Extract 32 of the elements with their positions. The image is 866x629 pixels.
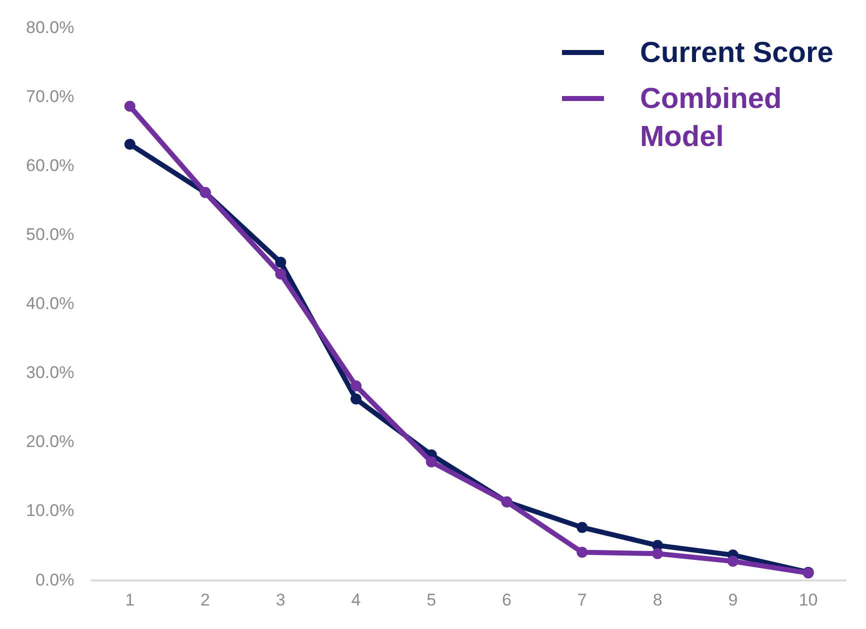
y-tick-label: 60.0% bbox=[26, 156, 74, 175]
x-tick-label: 4 bbox=[351, 590, 361, 610]
x-tick-label: 10 bbox=[798, 590, 818, 610]
point bbox=[652, 548, 664, 560]
point bbox=[576, 522, 588, 533]
point bbox=[275, 268, 286, 280]
point bbox=[727, 556, 738, 567]
x-tick-label: 9 bbox=[728, 590, 738, 610]
point bbox=[124, 138, 136, 150]
y-tick-label: 70.0% bbox=[26, 86, 74, 106]
x-tick-label: 6 bbox=[502, 590, 512, 610]
y-tick-label: 20.0% bbox=[26, 432, 74, 452]
y-tick-label: 40.0% bbox=[26, 294, 74, 314]
x-tick-label: 8 bbox=[652, 590, 662, 610]
point bbox=[426, 456, 437, 468]
y-tick-label: 0.0% bbox=[35, 570, 74, 590]
y-tick-label: 50.0% bbox=[26, 225, 74, 244]
x-tick-label: 5 bbox=[426, 590, 436, 610]
x-tick-label: 1 bbox=[125, 590, 135, 610]
point bbox=[350, 394, 362, 404]
legend-label: Combined Model bbox=[640, 82, 783, 155]
point bbox=[350, 380, 362, 392]
y-tick-label: 10.0% bbox=[26, 501, 74, 520]
x-tick-label: 2 bbox=[200, 590, 210, 610]
point bbox=[576, 546, 588, 558]
y-tick-label: 30.0% bbox=[26, 363, 74, 382]
legend-label: Current Score bbox=[640, 36, 834, 71]
y-tick-label: 80.0% bbox=[26, 18, 74, 37]
x-tick-label: 7 bbox=[577, 590, 587, 610]
point bbox=[124, 100, 136, 112]
point bbox=[275, 256, 286, 268]
x-tick-label: 3 bbox=[276, 590, 286, 610]
